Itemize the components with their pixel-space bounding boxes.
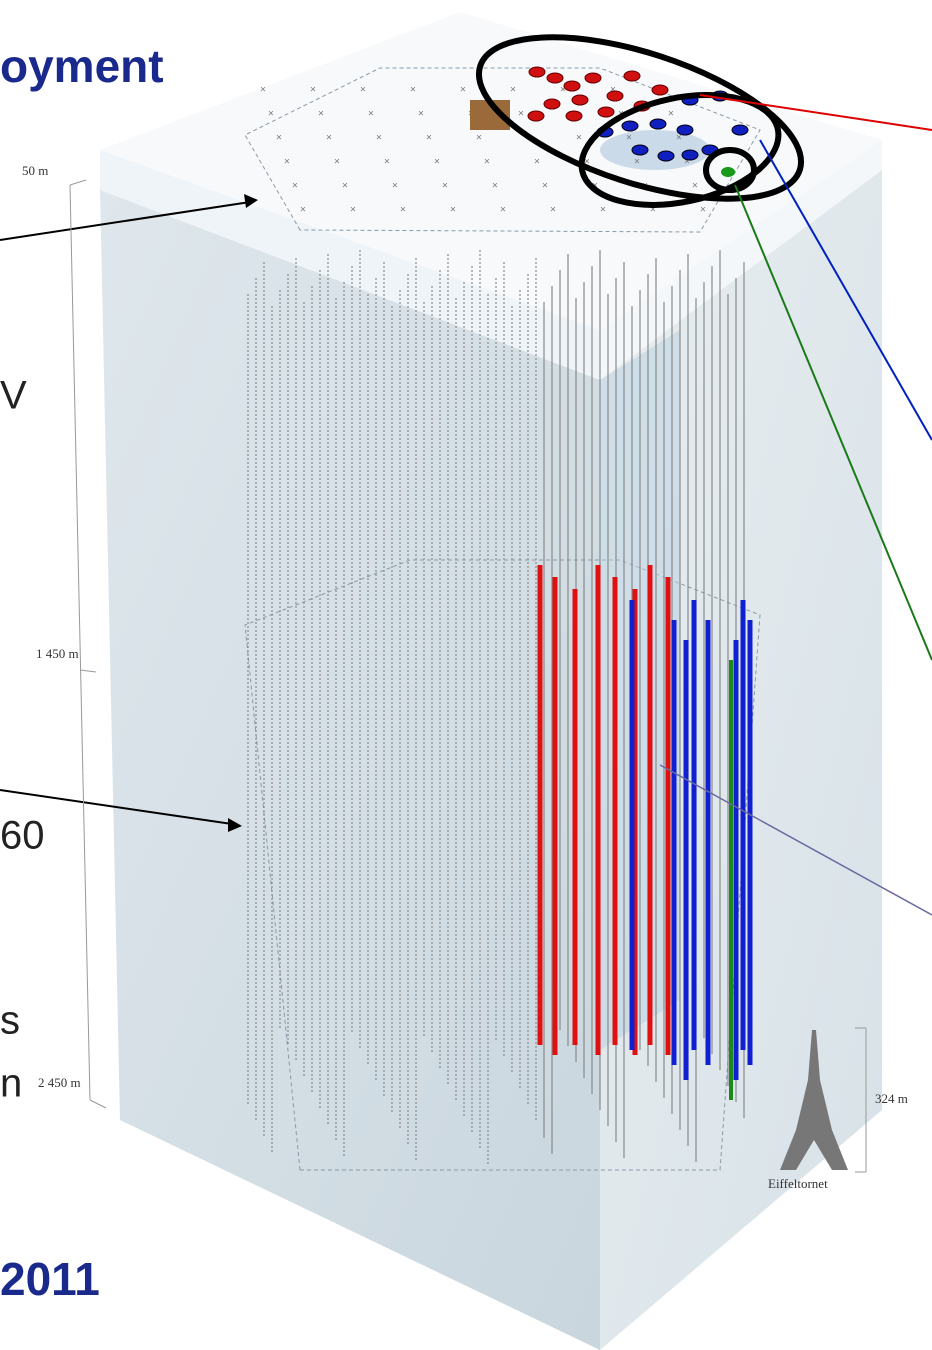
station-mark: × (384, 157, 390, 168)
station-red (607, 91, 623, 101)
station-mark: × (442, 181, 448, 192)
station-mark: × (600, 205, 606, 216)
station-blue (677, 125, 693, 135)
station-mark: × (318, 109, 324, 120)
station-mark: × (310, 85, 316, 96)
station-mark: × (326, 133, 332, 144)
station-red (598, 107, 614, 117)
diagram: × × × × × × × × × × × × × × × × × × × × × × × × × × × × × × × × × × × × × × × ×… (0, 0, 932, 1350)
ruler-tick (70, 180, 86, 185)
station-mark: × (426, 133, 432, 144)
station-mark: × (368, 109, 374, 120)
station-mark: × (400, 205, 406, 216)
station-mark: × (492, 181, 498, 192)
station-red (572, 95, 588, 105)
slide-year: 2011 (0, 1253, 100, 1305)
station-green (721, 167, 735, 177)
station-mark: × (268, 109, 274, 120)
station-mark: × (518, 109, 524, 120)
station-mark: × (292, 181, 298, 192)
station-mark: × (542, 181, 548, 192)
station-mark: × (510, 85, 516, 96)
station-mark: × (284, 157, 290, 168)
station-mark: × (460, 85, 466, 96)
station-blue (682, 150, 698, 160)
station-mark: × (342, 181, 348, 192)
station-mark: × (500, 205, 506, 216)
station-mark: × (334, 157, 340, 168)
station-mark: × (700, 205, 706, 216)
scale-label: Eiffeltornet (768, 1176, 828, 1191)
station-mark: × (392, 181, 398, 192)
station-red (566, 111, 582, 121)
text-fragment: s (0, 999, 20, 1043)
station-mark: × (476, 133, 482, 144)
station-mark: × (410, 85, 416, 96)
station-blue (650, 119, 666, 129)
scale-height: 324 m (875, 1091, 908, 1106)
station-mark: × (434, 157, 440, 168)
station-mark: × (626, 133, 632, 144)
station-mark: × (534, 157, 540, 168)
ice-front-face (100, 190, 600, 1350)
station-mark: × (300, 205, 306, 216)
station-mark: × (668, 109, 674, 120)
station-mark: × (576, 133, 582, 144)
station-mark: × (350, 205, 356, 216)
station-red (528, 111, 544, 121)
station-red (547, 73, 563, 83)
station-blue (622, 121, 638, 131)
station-mark: × (550, 205, 556, 216)
depth-label: 1 450 m (36, 646, 79, 661)
station-mark: × (376, 133, 382, 144)
depth-label: 2 450 m (38, 1075, 81, 1090)
station-red (544, 99, 560, 109)
ruler-tick (80, 670, 96, 672)
station-mark: × (692, 181, 698, 192)
station-blue (658, 151, 674, 161)
station-mark: × (276, 133, 282, 144)
station-red (585, 73, 601, 83)
text-fragment: V (0, 374, 27, 418)
station-mark: × (360, 85, 366, 96)
station-mark: × (450, 205, 456, 216)
depth-label: 50 m (22, 163, 48, 178)
station-red (652, 85, 668, 95)
station-mark: × (484, 157, 490, 168)
station-mark: × (260, 85, 266, 96)
station-mark: × (418, 109, 424, 120)
station-red (624, 71, 640, 81)
ruler-tick (90, 1100, 106, 1108)
station-red (529, 67, 545, 77)
depth-ruler (70, 185, 90, 1100)
station-red (564, 81, 580, 91)
text-fragment: n (0, 1062, 22, 1106)
station-blue (732, 125, 748, 135)
station-mark: × (634, 157, 640, 168)
station-blue (632, 145, 648, 155)
slide-title: oyment (0, 40, 164, 92)
text-fragment: 60 (0, 814, 45, 858)
